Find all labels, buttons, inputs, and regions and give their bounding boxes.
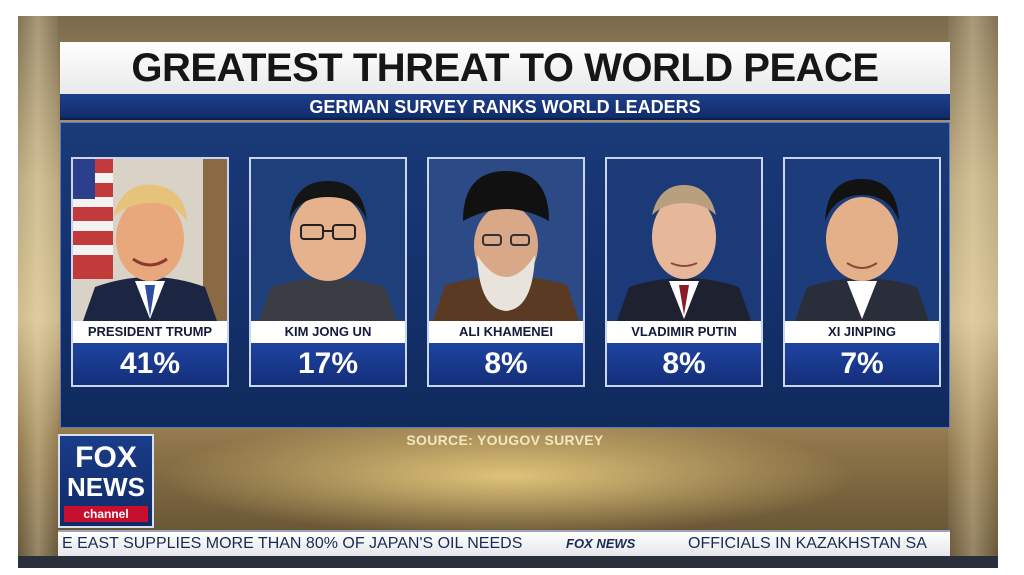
logo-news-text: NEWS (67, 472, 145, 502)
leader-percent: 7% (840, 347, 884, 380)
leader-photo (785, 159, 939, 321)
fox-news-logo: FOX NEWS channel (58, 434, 154, 528)
logo-channel-text: channel (64, 506, 148, 522)
ticker-text-left: E EAST SUPPLIES MORE THAN 80% OF JAPAN'S… (62, 535, 523, 552)
portrait-trump (73, 159, 227, 321)
leader-percent-box: 17% (251, 343, 405, 385)
leader-name: PRESIDENT TRUMP (87, 324, 213, 339)
leaders-panel: PRESIDENT TRUMP 41% KIM JONG UN 17% (60, 122, 950, 428)
leader-photo (251, 159, 405, 321)
leader-name: XI JINPING (828, 324, 896, 339)
graphic-subtitle-bar: GERMAN SURVEY RANKS WORLD LEADERS (60, 94, 950, 120)
bottom-strip (18, 556, 998, 568)
portrait-kim (251, 159, 405, 321)
leader-name-box: XI JINPING (785, 321, 939, 343)
leader-percent: 8% (662, 347, 706, 380)
leader-card: ALI KHAMENEI 8% (427, 157, 585, 387)
portrait-putin (607, 159, 761, 321)
leader-percent-box: 7% (785, 343, 939, 385)
leader-card: PRESIDENT TRUMP 41% (71, 157, 229, 387)
ticker-brand: FOX NEWS (566, 536, 636, 551)
leader-card: KIM JONG UN 17% (249, 157, 407, 387)
leader-name-box: PRESIDENT TRUMP (73, 321, 227, 343)
leader-name: ALI KHAMENEI (459, 324, 553, 339)
source-text: SOURCE: YOUGOV SURVEY (406, 432, 604, 448)
leader-name: VLADIMIR PUTIN (631, 324, 737, 339)
graphic-title-bar: GREATEST THREAT TO WORLD PEACE (60, 42, 950, 94)
studio-pillar (18, 16, 58, 568)
leader-card: VLADIMIR PUTIN 8% (605, 157, 763, 387)
studio-pillar (948, 16, 998, 568)
portrait-khamenei (429, 159, 583, 321)
leader-name-box: ALI KHAMENEI (429, 321, 583, 343)
leader-photo (607, 159, 761, 321)
studio-light (158, 416, 858, 536)
leader-percent-box: 41% (73, 343, 227, 385)
portrait-xi (785, 159, 939, 321)
leader-percent-box: 8% (429, 343, 583, 385)
leader-photo (73, 159, 227, 321)
leader-name-box: VLADIMIR PUTIN (607, 321, 761, 343)
leader-card: XI JINPING 7% (783, 157, 941, 387)
leader-percent: 41% (119, 347, 181, 380)
leader-percent-box: 8% (607, 343, 761, 385)
leader-photo (429, 159, 583, 321)
leader-name-box: KIM JONG UN (251, 321, 405, 343)
leader-name: KIM JONG UN (284, 324, 372, 339)
logo-fox-text: FOX (75, 441, 137, 474)
news-ticker: E EAST SUPPLIES MORE THAN 80% OF JAPAN'S… (58, 530, 950, 556)
graphic-title: GREATEST THREAT TO WORLD PEACE (131, 46, 879, 90)
leader-percent: 8% (484, 347, 528, 380)
graphic-subtitle: GERMAN SURVEY RANKS WORLD LEADERS (309, 97, 701, 117)
leader-percent: 17% (297, 347, 359, 380)
source-caption: SOURCE: YOUGOV SURVEY (60, 432, 950, 450)
broadcast-frame: GREATEST THREAT TO WORLD PEACE GERMAN SU… (18, 16, 998, 568)
ticker-text-right: OFFICIALS IN KAZAKHSTAN SA (688, 535, 927, 552)
